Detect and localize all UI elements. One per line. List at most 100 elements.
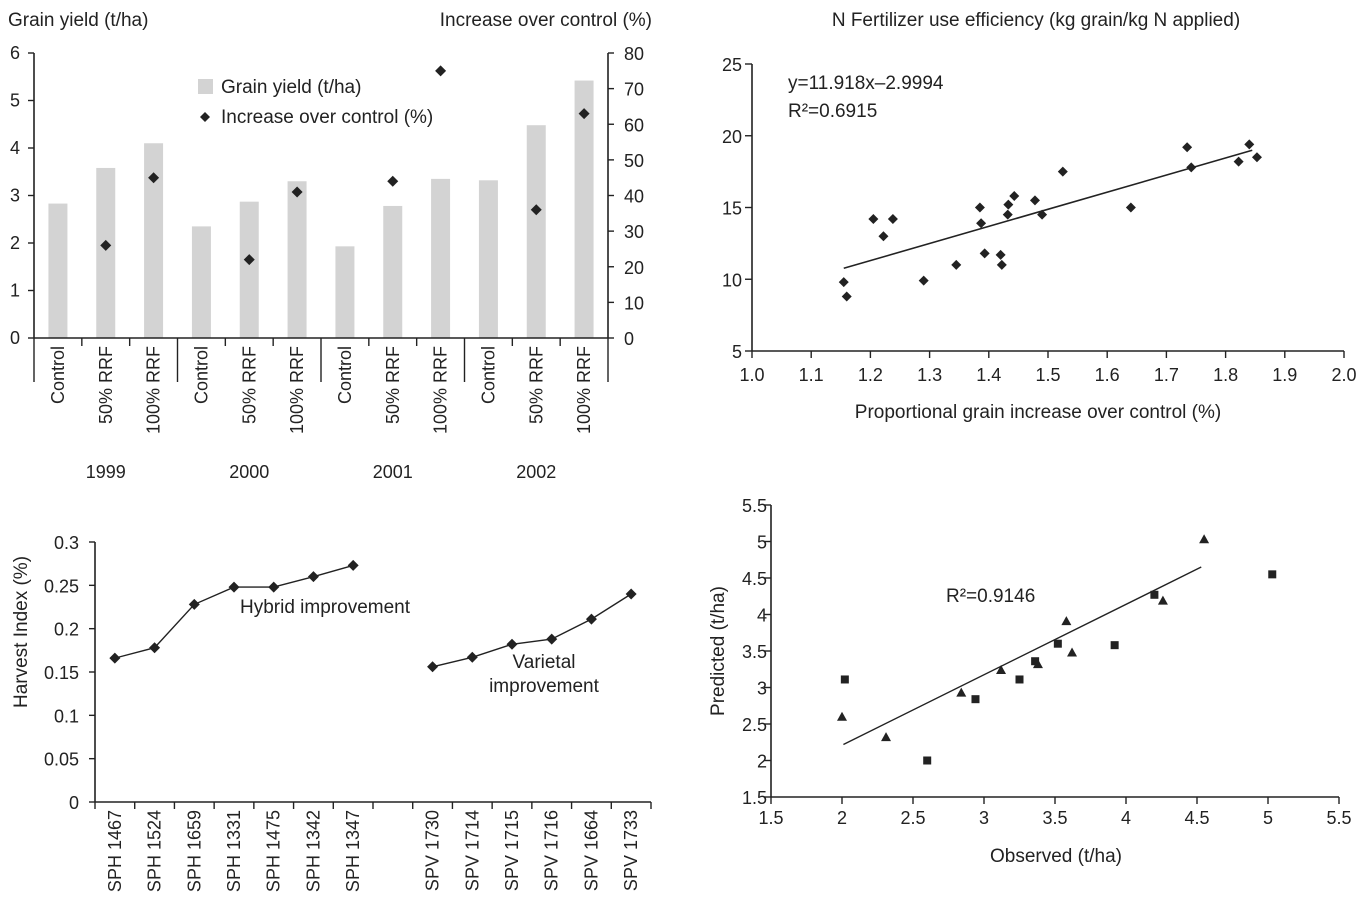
- category-label: SPV 1733: [621, 810, 641, 891]
- p2-trendline: [843, 149, 1253, 270]
- nue-point: [887, 213, 898, 224]
- square-point: [923, 756, 932, 765]
- tick-label: 1.5: [1035, 365, 1060, 385]
- tick-label: 0.3: [54, 533, 79, 553]
- nue-point: [1029, 195, 1040, 206]
- tick-label: 40: [624, 187, 644, 207]
- harvest-index-point: [546, 633, 558, 645]
- tick-label: 5: [757, 533, 767, 553]
- category-label: SPH 1524: [145, 810, 165, 892]
- category-label: SPV 1730: [423, 810, 443, 891]
- grain-yield-bar: [478, 180, 498, 338]
- grain-yield-bar: [48, 203, 68, 338]
- nue-point: [1251, 152, 1262, 163]
- tick-label: 4.5: [1184, 808, 1209, 828]
- tick-label: 1.5: [758, 808, 783, 828]
- n-efficiency-chart: N Fertilizer use efficiency (kg grain/kg…: [722, 10, 1357, 423]
- tick-label: 5.5: [1326, 808, 1351, 828]
- p3-hybrid-label: Hybrid improvement: [240, 597, 411, 618]
- harvest-index-point: [228, 581, 240, 593]
- harvest-index-point: [625, 588, 637, 600]
- tick-label: 20: [722, 127, 742, 147]
- p4-trendline: [843, 566, 1202, 746]
- category-label: SPV 1664: [581, 810, 601, 891]
- nue-point: [1244, 139, 1255, 150]
- nue-point: [1125, 202, 1136, 213]
- tick-label: 5: [732, 342, 742, 362]
- grain-yield-bar: [526, 125, 546, 338]
- p2-y-ticks: 5 10 15 20 25: [722, 55, 752, 362]
- category-label: 100% RRF: [431, 346, 451, 434]
- increase-marker: [243, 254, 255, 266]
- nue-point: [1233, 156, 1244, 167]
- increase-marker: [291, 186, 303, 198]
- grain-yield-bar: [335, 246, 355, 338]
- tick-label: 4: [10, 138, 20, 158]
- category-label: SPV 1714: [462, 810, 482, 891]
- tick-label: 10: [722, 270, 742, 290]
- p1-left-axis-title: Grain yield (t/ha): [8, 10, 148, 31]
- p2-r-squared: R²=0.6915: [788, 101, 877, 122]
- nue-point: [1002, 209, 1013, 220]
- category-label: SPH 1347: [343, 810, 363, 892]
- triangle-point: [1157, 595, 1168, 605]
- nue-point: [1057, 166, 1068, 177]
- nue-point: [995, 249, 1006, 260]
- p3-varietal-label-line2: improvement: [489, 676, 600, 697]
- tick-label: 2: [837, 808, 847, 828]
- category-label: 50% RRF: [239, 346, 259, 424]
- category-label: 100% RRF: [574, 346, 594, 434]
- tick-label: 0: [10, 328, 20, 348]
- category-label: 50% RRF: [526, 346, 546, 424]
- harvest-index-chart: Harvest Index (%) 0 0.05 0.1 0.15 0.2 0.25 0.3…: [11, 533, 652, 892]
- triangle-point: [956, 687, 967, 697]
- tick-label: 1.8: [1213, 365, 1238, 385]
- tick-label: 1.6: [1095, 365, 1120, 385]
- p4-x-axis-title: Observed (t/ha): [990, 846, 1122, 867]
- increase-marker: [435, 65, 447, 77]
- category-label: Control: [478, 346, 498, 404]
- p4-y-axis-title: Predicted (t/ha): [708, 586, 729, 716]
- tick-label: 3.5: [1042, 808, 1067, 828]
- harvest-index-point: [109, 652, 121, 664]
- legend-diamond-marker: [200, 112, 210, 122]
- tick-label: 0: [69, 793, 79, 813]
- tick-label: 30: [624, 222, 644, 242]
- p2-title: N Fertilizer use efficiency (kg grain/kg…: [832, 10, 1240, 31]
- nue-point: [996, 259, 1007, 270]
- square-point: [1031, 657, 1040, 666]
- tick-label: 3: [979, 808, 989, 828]
- p3-points: [109, 559, 637, 673]
- tick-label: 4: [757, 606, 767, 626]
- p3-category-labels: SPH 1467 SPH 1524 SPH 1659 SPH 1331 SPH 1475…: [94, 802, 652, 892]
- p4-points: [837, 534, 1277, 765]
- tick-label: 0.1: [54, 706, 79, 726]
- p2-x-ticks: 1.0 1.1 1.2 1.3 1.4 1.5 1.6 1.7 1.8 1.9 2.0: [739, 351, 1357, 385]
- category-label: 50% RRF: [383, 346, 403, 424]
- category-label: SPH 1331: [224, 810, 244, 892]
- nue-point: [1182, 142, 1193, 153]
- tick-label: 60: [624, 115, 644, 135]
- tick-label: 2.0: [1331, 365, 1356, 385]
- p1-right-ticks: 0 10 20 30 40 50 60 70 80: [608, 44, 644, 349]
- harvest-index-point: [347, 559, 359, 571]
- grain-yield-bar: [239, 201, 259, 338]
- category-label: SPH 1659: [184, 810, 204, 892]
- legend-bar-swatch: [198, 79, 213, 94]
- p2-equation: y=11.918x–2.9994: [788, 73, 944, 94]
- increase-marker: [148, 172, 160, 184]
- p3-y-ticks: 0 0.05 0.1 0.15 0.2 0.25 0.3: [44, 533, 95, 813]
- square-point: [1053, 639, 1062, 648]
- p1-legend: Grain yield (t/ha) Increase over control…: [198, 77, 433, 128]
- increase-marker: [530, 204, 542, 216]
- p1-category-labels: Control 50% RRF 100% RRF Control 50% RRF 100%…: [33, 338, 609, 434]
- category-label: 100% RRF: [287, 346, 307, 434]
- tick-label: 25: [722, 55, 742, 75]
- tick-label: 1.0: [739, 365, 764, 385]
- square-point: [840, 675, 849, 684]
- square-point: [1015, 675, 1024, 684]
- p3-varietal-label-line1: Varietal: [512, 652, 575, 673]
- tick-label: 2: [10, 233, 20, 253]
- triangle-point: [1061, 616, 1072, 626]
- year-label: 2000: [229, 462, 269, 482]
